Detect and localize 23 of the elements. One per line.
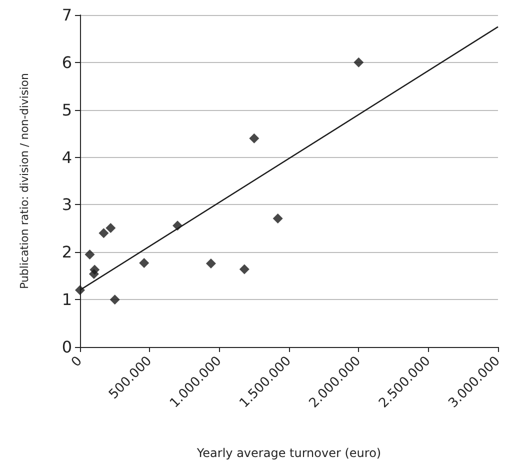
point: [354, 57, 364, 68]
point: [110, 294, 120, 305]
point: [239, 264, 250, 274]
y-tick-label: 4: [62, 148, 72, 167]
y-tick-label: 1: [62, 290, 72, 310]
point: [98, 228, 109, 238]
y-tick-label: 5: [62, 100, 72, 120]
y-tick-label: 7: [62, 6, 72, 24]
y-tick-label: 3: [62, 195, 72, 214]
y-tick-label: 6: [62, 52, 72, 72]
point: [75, 285, 85, 296]
point: [206, 258, 216, 269]
point: [172, 220, 183, 231]
point: [106, 222, 116, 233]
y-tick-label: 2: [62, 242, 72, 262]
y-tick-label: 0: [62, 338, 72, 356]
point: [84, 250, 95, 260]
y-axis-title: Publication ratio: division / non-division: [18, 73, 31, 289]
point: [272, 213, 283, 224]
x-axis-title: Yearly average turnover (euro): [196, 446, 382, 460]
point: [139, 258, 150, 268]
point: [249, 133, 260, 144]
point: [88, 268, 99, 279]
